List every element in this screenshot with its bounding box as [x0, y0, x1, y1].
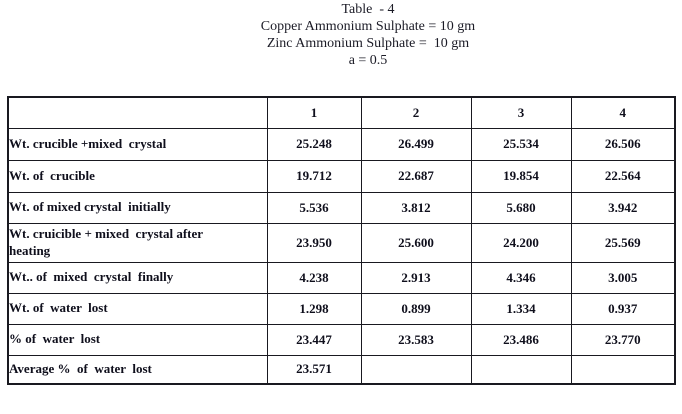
- value-cell: 23.583: [360, 323, 472, 356]
- value-cell: 22.564: [570, 159, 676, 193]
- value-cell: 3.942: [570, 191, 676, 224]
- value-cell: 25.534: [470, 127, 572, 161]
- corner-cell: [7, 96, 268, 129]
- row-label: Wt. of mixed crystal initially: [7, 191, 268, 224]
- caption-a-value: a = 0.5: [348, 53, 388, 68]
- column-header-1: 1: [266, 96, 362, 129]
- column-header-3: 3: [470, 96, 572, 129]
- table-row-average-percent: Average % of water lost 23.571: [7, 354, 676, 385]
- table-row-wt-crucible: Wt. of crucible 19.712 22.687 19.854 22.…: [7, 159, 676, 193]
- value-cell: 23.770: [570, 323, 676, 356]
- value-cell: 25.600: [360, 222, 472, 263]
- value-cell: 2.913: [360, 261, 472, 294]
- table-row-percent-water-lost: % of water lost 23.447 23.583 23.486 23.…: [7, 323, 676, 356]
- row-label: % of water lost: [7, 323, 268, 356]
- table-row-crystal-initially: Wt. of mixed crystal initially 5.536 3.8…: [7, 191, 676, 224]
- value-cell: [570, 354, 676, 385]
- value-cell: [470, 354, 572, 385]
- value-cell: 19.854: [470, 159, 572, 193]
- table-header-row: 1 2 3 4: [7, 96, 676, 129]
- value-cell: 1.298: [266, 292, 362, 325]
- row-label: Wt. cruicible + mixed crystal after heat…: [7, 222, 268, 263]
- value-cell: 26.499: [360, 127, 472, 161]
- table-row-water-lost: Wt. of water lost 1.298 0.899 1.334 0.93…: [7, 292, 676, 325]
- value-cell: 0.937: [570, 292, 676, 325]
- table-caption: Table - 4 Copper Ammonium Sulphate = 10 …: [54, 1, 682, 69]
- table-row-crucible-plus-crystal: Wt. crucible +mixed crystal 25.248 26.49…: [7, 127, 676, 161]
- row-label: Wt. of water lost: [7, 292, 268, 325]
- table-row-crystal-finally: Wt.. of mixed crystal finally 4.238 2.91…: [7, 261, 676, 294]
- value-cell: 5.536: [266, 191, 362, 224]
- value-cell: 23.447: [266, 323, 362, 356]
- value-cell: 4.238: [266, 261, 362, 294]
- value-cell: 25.248: [266, 127, 362, 161]
- caption-table-number: Table - 4: [341, 2, 395, 17]
- table-row-after-heating: Wt. cruicible + mixed crystal after heat…: [7, 222, 676, 263]
- caption-copper-line: Copper Ammonium Sulphate = 10 gm: [260, 19, 476, 34]
- value-cell: 0.899: [360, 292, 472, 325]
- row-label: Average % of water lost: [7, 354, 268, 385]
- value-cell: 5.680: [470, 191, 572, 224]
- value-cell: 25.569: [570, 222, 676, 263]
- value-cell: 19.712: [266, 159, 362, 193]
- row-label: Wt.. of mixed crystal finally: [7, 261, 268, 294]
- column-header-4: 4: [570, 96, 676, 129]
- value-cell: 4.346: [470, 261, 572, 294]
- value-cell: 22.687: [360, 159, 472, 193]
- value-cell: 26.506: [570, 127, 676, 161]
- value-cell: [360, 354, 472, 385]
- value-cell: 1.334: [470, 292, 572, 325]
- row-label: Wt. crucible +mixed crystal: [7, 127, 268, 161]
- row-label: Wt. of crucible: [7, 159, 268, 193]
- value-cell: 3.005: [570, 261, 676, 294]
- measurement-table: 1 2 3 4 Wt. crucible +mixed crystal 25.2…: [7, 96, 676, 385]
- value-cell: 24.200: [470, 222, 572, 263]
- value-cell: 23.571: [266, 354, 362, 385]
- caption-zinc-line: Zinc Ammonium Sulphate = 10 gm: [266, 36, 470, 51]
- column-header-2: 2: [360, 96, 472, 129]
- value-cell: 23.950: [266, 222, 362, 263]
- value-cell: 3.812: [360, 191, 472, 224]
- value-cell: 23.486: [470, 323, 572, 356]
